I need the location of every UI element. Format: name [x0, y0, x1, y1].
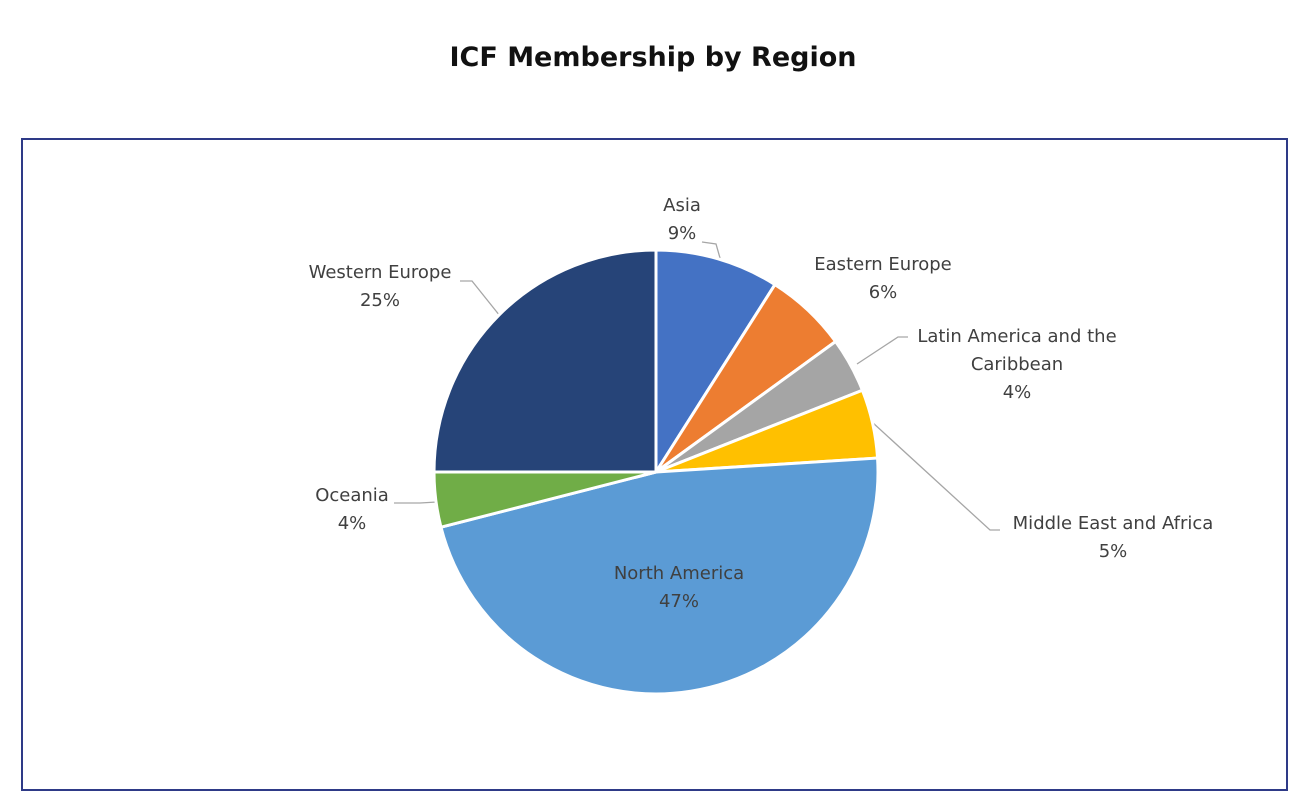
pie-slice: [439, 456, 880, 696]
category-label: North America: [613, 563, 745, 584]
category-label: Asia: [663, 195, 701, 216]
leader-line: [701, 241, 721, 259]
category-label: Western Europe: [308, 262, 452, 283]
value-label: 5%: [1098, 541, 1128, 562]
leader-line: [394, 501, 438, 504]
chart-title: ICF Membership by Region: [449, 42, 857, 73]
frame: [21, 138, 1288, 791]
value-label: 47%: [658, 591, 699, 612]
data-label: North America 47%: [579, 560, 779, 616]
data-label: Eastern Europe 6%: [783, 251, 983, 307]
data-label: Oceania 4%: [292, 482, 412, 538]
category-label: Eastern Europe: [814, 254, 952, 275]
value-label: 9%: [667, 223, 697, 244]
leader-line: [460, 280, 501, 317]
pie-slice: [654, 248, 778, 478]
value-label: 25%: [359, 290, 400, 311]
leader-line: [856, 336, 908, 365]
pie-slice: [432, 248, 658, 474]
data-label: Latin America and the Caribbean 4%: [902, 323, 1132, 407]
leader-lines: [394, 241, 1000, 531]
category-label: Latin America and the Caribbean: [917, 326, 1117, 375]
data-label: Middle East and Africa 5%: [983, 510, 1243, 566]
category-label: Oceania: [315, 485, 389, 506]
data-label: Western Europe 25%: [280, 259, 480, 315]
value-label: 4%: [337, 513, 367, 534]
leader-line: [871, 421, 1000, 531]
value-label: 4%: [1002, 382, 1032, 403]
category-label: Middle East and Africa: [1012, 513, 1214, 534]
value-label: 6%: [868, 282, 898, 303]
data-label: Asia 9%: [622, 192, 742, 248]
